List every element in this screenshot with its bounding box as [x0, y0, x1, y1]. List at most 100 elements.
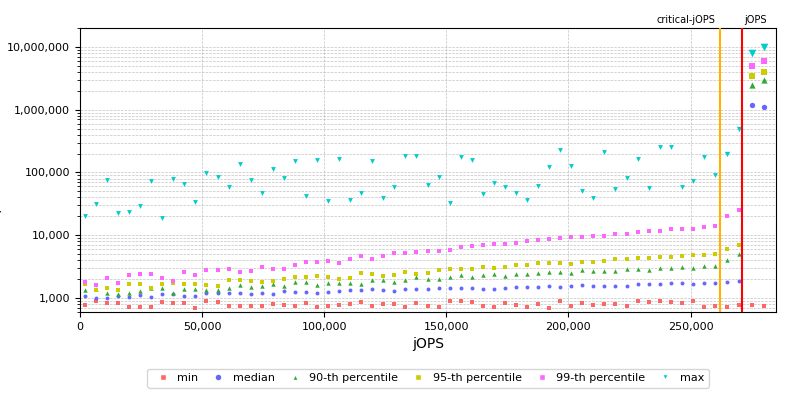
Point [278, 288, 290, 294]
Point [631, 229, 644, 236]
Point [758, 302, 770, 309]
Point [498, 300, 511, 306]
Point [709, 250, 722, 257]
Point [609, 255, 622, 262]
Point [443, 285, 456, 292]
Point [454, 285, 467, 291]
Point [432, 285, 445, 291]
Point [388, 250, 401, 256]
Point [266, 266, 279, 272]
Point [609, 268, 622, 274]
Point [709, 280, 722, 286]
Point [598, 268, 611, 275]
Point [477, 242, 490, 248]
Point [266, 281, 279, 288]
Point [664, 280, 677, 286]
Point [758, 76, 770, 83]
Point [698, 280, 710, 286]
Text: critical-jOPS: critical-jOPS [656, 15, 715, 25]
Point [322, 258, 334, 265]
Point [355, 280, 368, 287]
Point [145, 284, 158, 291]
Point [244, 284, 257, 291]
Point [377, 277, 390, 284]
Point [234, 277, 246, 283]
Point [410, 274, 423, 280]
Point [686, 281, 699, 288]
Point [733, 125, 746, 132]
Point [565, 270, 578, 276]
Point [90, 201, 102, 207]
Point [675, 300, 688, 307]
Point [733, 242, 746, 248]
Point [299, 279, 312, 285]
Point [145, 271, 158, 278]
Point [344, 274, 357, 281]
Point [565, 234, 578, 240]
Point [454, 298, 467, 304]
Point [211, 299, 224, 305]
Point [255, 290, 268, 296]
Point [745, 63, 758, 69]
Point [542, 260, 555, 266]
Point [745, 72, 758, 79]
Point [745, 82, 758, 88]
Point [388, 279, 401, 285]
Point [510, 301, 522, 308]
Point [244, 268, 257, 274]
Point [200, 290, 213, 296]
Point [101, 290, 114, 296]
Point [90, 286, 102, 293]
Point [178, 180, 190, 187]
Point [122, 280, 135, 287]
Point [631, 156, 644, 162]
Point [399, 269, 412, 275]
Point [333, 276, 346, 282]
Point [234, 303, 246, 310]
Point [443, 246, 456, 253]
Point [631, 298, 644, 304]
Point [355, 253, 368, 259]
Point [620, 266, 633, 272]
Point [642, 267, 655, 273]
Point [620, 303, 633, 310]
Point [266, 278, 279, 284]
Point [510, 190, 522, 196]
Point [477, 191, 490, 197]
Point [421, 276, 434, 283]
Point [178, 269, 190, 276]
Point [654, 298, 666, 304]
Point [78, 287, 91, 293]
Point [631, 265, 644, 272]
Point [721, 213, 734, 220]
Point [78, 279, 91, 285]
Point [355, 270, 368, 277]
Point [90, 294, 102, 301]
Point [432, 267, 445, 274]
Point [576, 282, 589, 288]
Point [410, 271, 423, 277]
Point [642, 185, 655, 192]
Point [631, 254, 644, 261]
Point [344, 280, 357, 286]
Point [554, 260, 566, 266]
Point [443, 298, 456, 304]
Point [675, 184, 688, 190]
Point [554, 147, 566, 154]
Point [642, 299, 655, 306]
Point [112, 210, 125, 216]
Point [255, 190, 268, 196]
Point [399, 286, 412, 292]
Point [222, 266, 235, 273]
Point [709, 263, 722, 270]
Point [289, 158, 302, 164]
Point [542, 282, 555, 289]
Point [366, 271, 378, 277]
Point [101, 275, 114, 281]
Point [745, 102, 758, 108]
Point [101, 285, 114, 291]
Point [366, 277, 378, 284]
Point [122, 209, 135, 216]
Point [654, 228, 666, 234]
Point [167, 290, 180, 296]
